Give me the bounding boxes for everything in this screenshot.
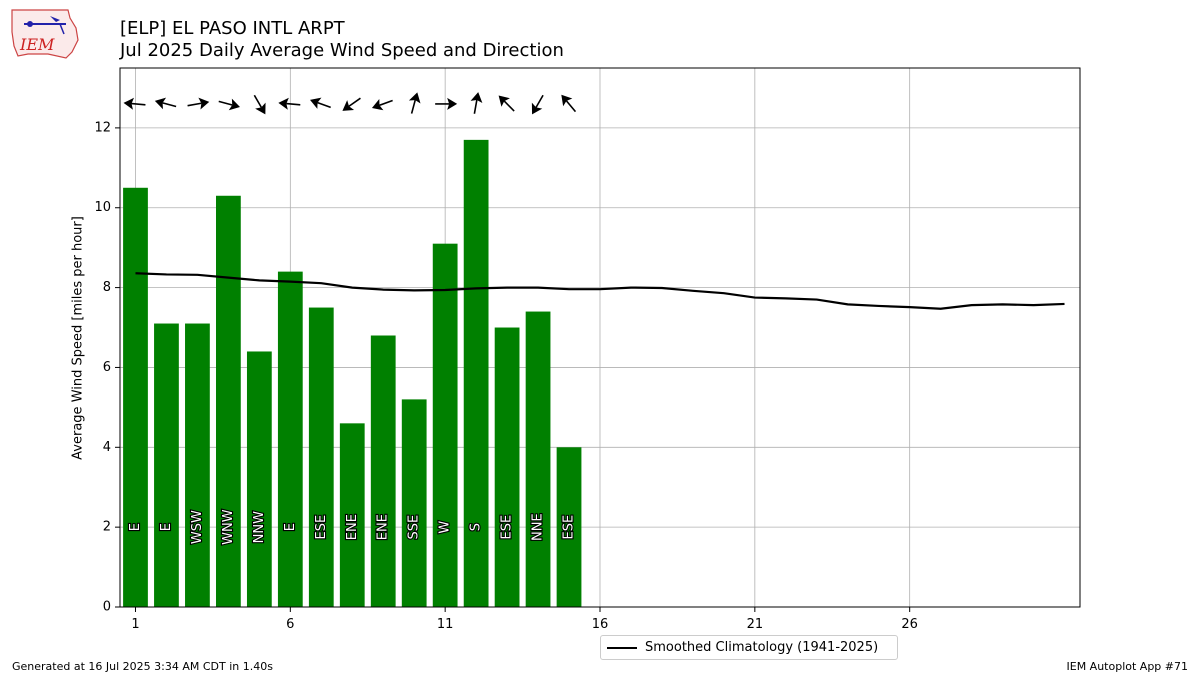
- wind-arrow-day-12: [470, 92, 483, 114]
- wind-arrow-day-9: [371, 98, 393, 111]
- wind-arrow-day-14: [531, 94, 544, 115]
- bar-day-2: [154, 323, 179, 607]
- direction-label-day-6: E: [283, 523, 298, 531]
- bar-day-1: [123, 187, 148, 607]
- direction-label-day-5: NNW: [252, 511, 267, 543]
- direction-label-day-14: NNE: [531, 513, 546, 541]
- direction-label-day-11: W: [438, 521, 453, 534]
- wind-arrow-day-10: [408, 92, 421, 114]
- direction-label-day-1: E: [128, 523, 143, 531]
- direction-label-day-2: E: [159, 523, 174, 531]
- wind-arrow-day-4: [218, 98, 240, 111]
- wind-arrow-day-8: [342, 97, 361, 111]
- bar-day-12: [463, 139, 489, 607]
- direction-label-day-3: WSW: [190, 510, 205, 544]
- bar-day-11: [432, 243, 458, 607]
- y-tick-label-12: 12: [94, 120, 111, 135]
- wind-arrow-day-5: [253, 94, 266, 115]
- direction-label-day-8: ENE: [345, 514, 360, 540]
- bar-day-10: [401, 399, 427, 607]
- app-note: IEM Autoplot App #71: [1066, 660, 1189, 673]
- direction-label-day-7: ESE: [314, 515, 329, 540]
- bar-day-6: [277, 271, 303, 607]
- bar-day-7: [308, 307, 334, 607]
- iem-logo: IEM: [11, 9, 79, 59]
- direction-label-day-10: SSE: [407, 515, 422, 540]
- y-tick-label-2: 2: [103, 520, 111, 535]
- y-tick-label-6: 6: [103, 360, 111, 375]
- bar-day-14: [525, 311, 551, 607]
- x-tick-label-26: 26: [901, 617, 918, 632]
- wind-arrow-day-6: [278, 97, 301, 110]
- wind-arrow-day-11: [435, 97, 458, 110]
- direction-label-day-12: S: [469, 523, 484, 531]
- x-tick-label-21: 21: [747, 617, 764, 632]
- bar-day-9: [370, 335, 396, 607]
- wind-arrow-day-13: [498, 95, 515, 112]
- wind-arrow-day-3: [187, 97, 210, 110]
- bar-day-8: [339, 423, 365, 607]
- direction-label-day-13: ESE: [500, 515, 515, 540]
- bar-day-15: [556, 447, 582, 607]
- y-tick-label-0: 0: [103, 600, 111, 615]
- wind-arrow-day-15: [561, 94, 577, 113]
- climatology-line: [135, 272, 1065, 310]
- legend-label: Smoothed Climatology (1941-2025): [645, 640, 879, 655]
- x-tick-label-11: 11: [437, 617, 454, 632]
- bar-day-3: [185, 323, 210, 607]
- direction-label-day-15: ESE: [562, 515, 577, 540]
- wind-arrow-day-2: [154, 97, 177, 110]
- direction-label-day-9: ENE: [376, 514, 391, 540]
- y-tick-label-4: 4: [103, 440, 111, 455]
- legend: Smoothed Climatology (1941-2025): [600, 635, 898, 660]
- direction-label-day-4: WNW: [221, 509, 236, 545]
- legend-line-swatch: [607, 646, 637, 649]
- x-tick-label-1: 1: [131, 617, 139, 632]
- wind-arrow-day-7: [310, 97, 331, 109]
- bar-day-5: [246, 351, 272, 607]
- logo-text: IEM: [19, 35, 55, 54]
- y-tick-label-10: 10: [94, 200, 111, 215]
- chart-title: Jul 2025 Daily Average Wind Speed and Di…: [120, 40, 564, 61]
- chart-title-station: [ELP] EL PASO INTL ARPT: [120, 18, 345, 39]
- bar-day-4: [216, 195, 241, 607]
- generated-note: Generated at 16 Jul 2025 3:34 AM CDT in …: [12, 660, 273, 673]
- x-tick-label-6: 6: [286, 617, 294, 632]
- bar-day-13: [494, 327, 520, 607]
- wind-arrow-day-1: [123, 97, 146, 110]
- x-tick-label-16: 16: [592, 617, 609, 632]
- y-tick-label-8: 8: [103, 280, 111, 295]
